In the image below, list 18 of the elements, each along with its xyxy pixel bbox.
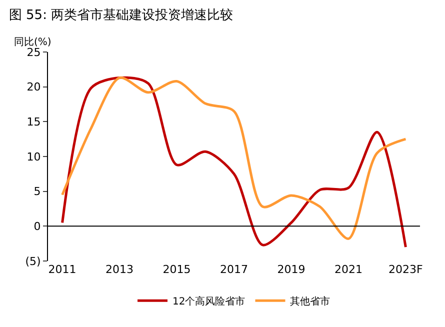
legend-label: 其他省市 — [290, 295, 330, 308]
x-tick-label: 2015 — [162, 263, 191, 276]
x-tick-label: 2021 — [334, 263, 362, 276]
y-tick-label: 0 — [34, 220, 41, 234]
y-tick-label: 20 — [26, 80, 41, 94]
x-tick-label: 2013 — [106, 263, 134, 276]
y-tick-label: 10 — [26, 150, 41, 164]
y-tick-label: 25 — [26, 46, 41, 59]
y-axis-title: 同比(%) — [14, 36, 52, 48]
x-tick-label: 2017 — [220, 263, 248, 276]
x-tick-label: 2019 — [277, 263, 306, 276]
chart-title: 图 55: 两类省市基础建设投资增速比较 — [8, 8, 234, 23]
x-tick-label: 2023F — [388, 263, 423, 276]
y-tick-label: 5 — [34, 185, 41, 198]
legend-label: 12个高风险省市 — [172, 295, 246, 308]
x-tick-label: 2011 — [48, 263, 76, 276]
y-tick-label: 15 — [26, 116, 41, 129]
y-tick-label: (5) — [25, 254, 41, 268]
